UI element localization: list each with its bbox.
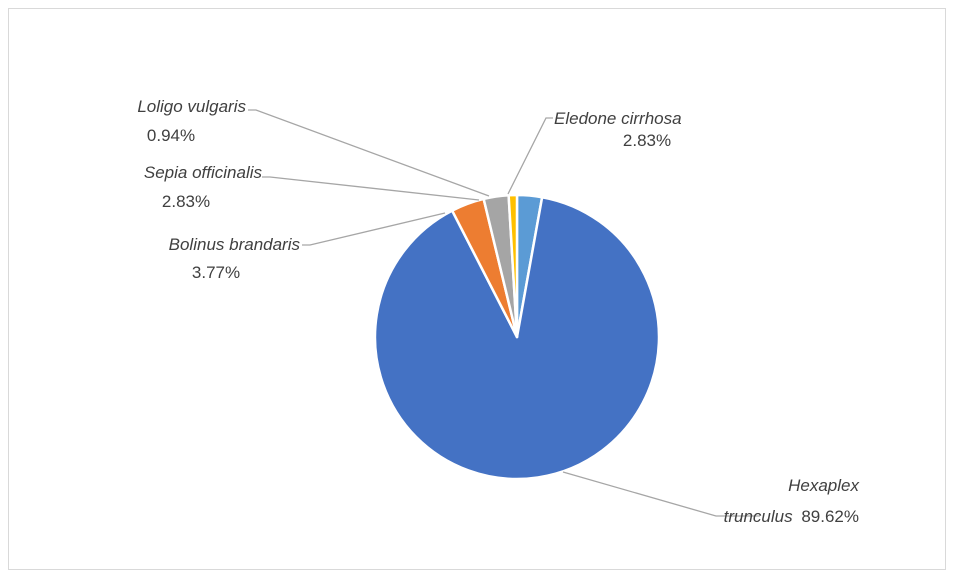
slice-label-sepia-officinalis: Sepia officinalis [144, 163, 263, 182]
pie-slice-loligo-vulgaris [507, 193, 519, 339]
leader-lines [248, 109, 760, 517]
leader-line-sepia-officinalis [262, 176, 480, 201]
slice-label-eledone-cirrhosa: Eledone cirrhosa [554, 109, 682, 128]
slice-value-eledone-cirrhosa: 2.83% [623, 131, 671, 150]
slice-value-bolinus-brandaris: 3.77% [192, 263, 240, 282]
slice-label-loligo-vulgaris: Loligo vulgaris [137, 97, 246, 116]
leader-line-bolinus-brandaris [302, 212, 446, 246]
slice-label-hexaplex-line1: Hexaplex [788, 476, 859, 495]
slice-value-sepia-officinalis: 2.83% [162, 192, 210, 211]
pie-slices [373, 193, 661, 481]
leader-line-loligo-vulgaris [248, 109, 490, 197]
slice-label-bolinus-brandaris: Bolinus brandaris [169, 235, 301, 254]
slice-label-hexaplex-line2: trunculus 89.62% [724, 507, 859, 526]
slice-value-loligo-vulgaris: 0.94% [147, 126, 195, 145]
leader-line-hexaplex-trunculus [562, 471, 760, 517]
leader-line-eledone-cirrhosa [507, 117, 553, 195]
